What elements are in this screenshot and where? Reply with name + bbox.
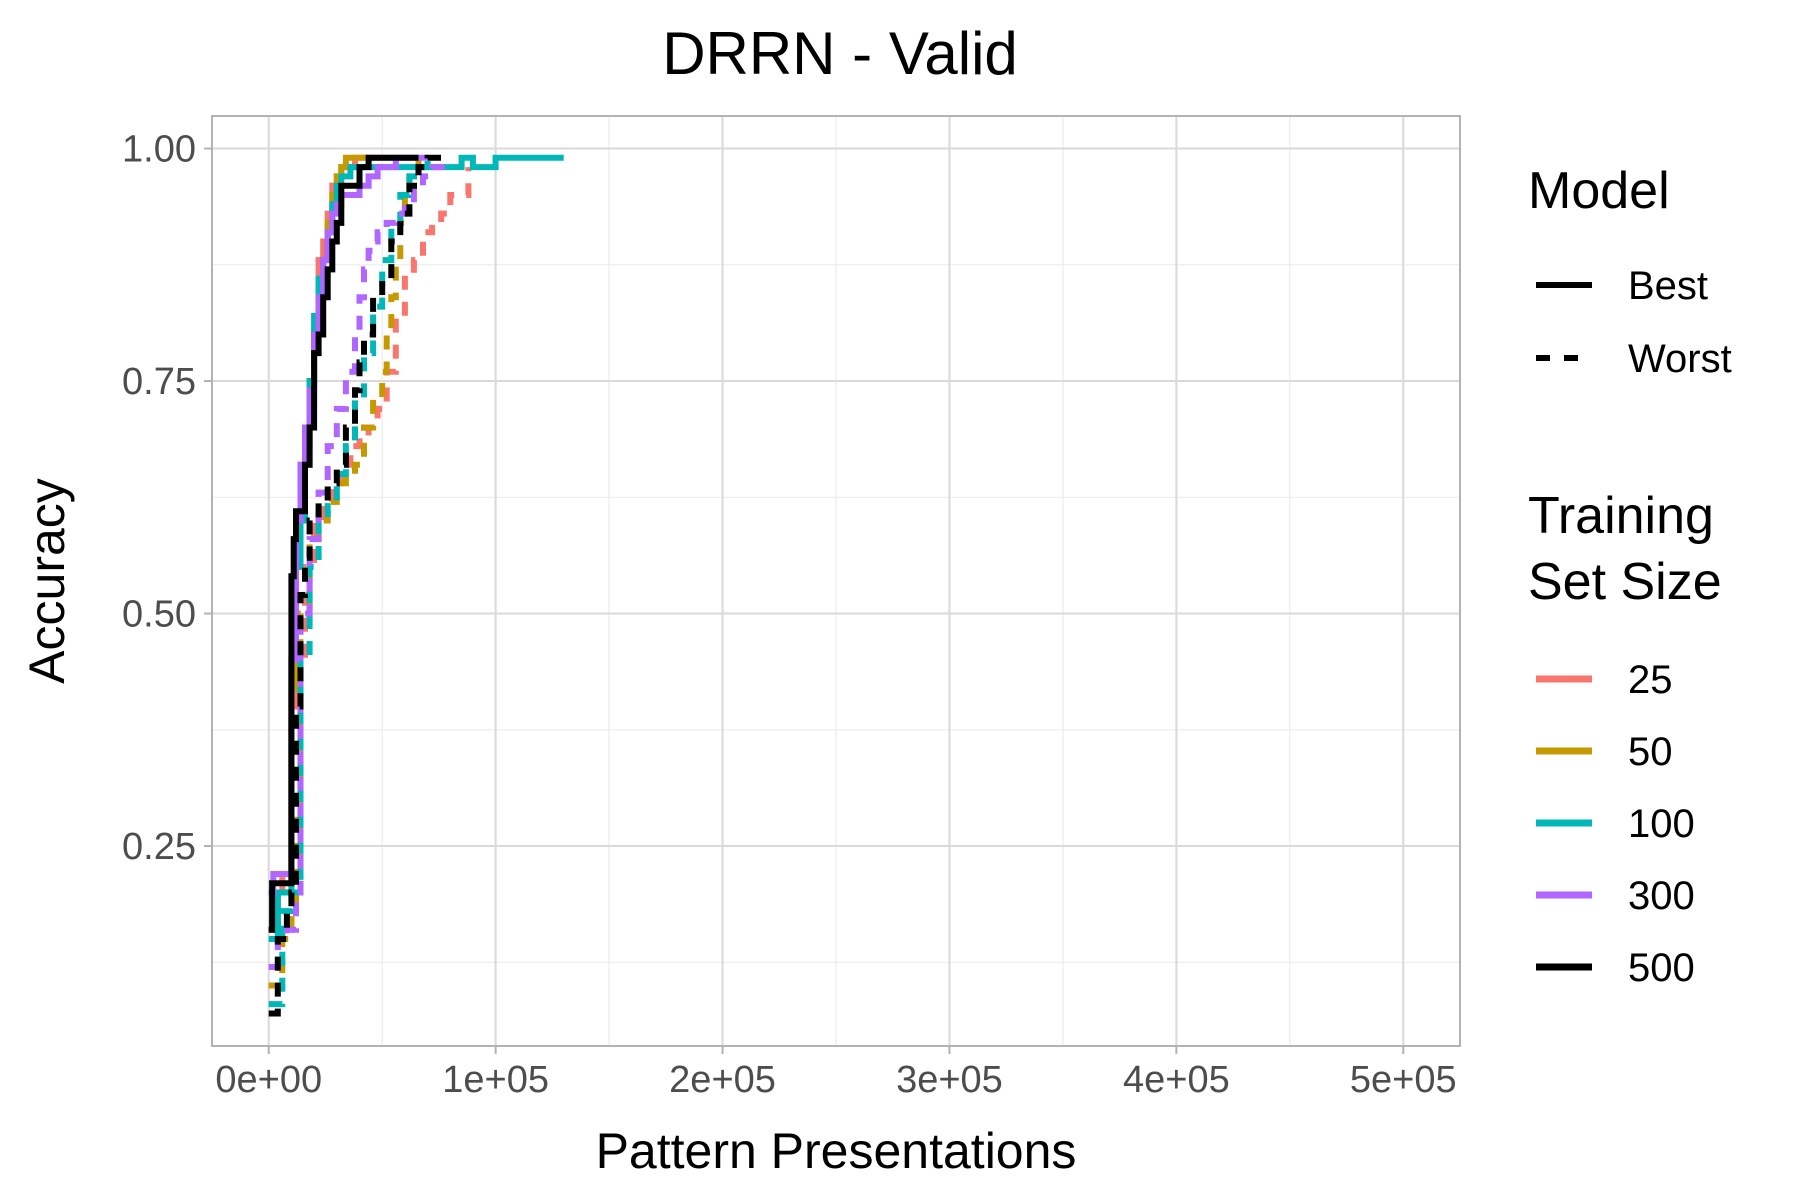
legend-label-50: 50 (1628, 730, 1673, 774)
legend-size-title-line: Training (1528, 487, 1714, 545)
legend-label-500: 500 (1628, 946, 1695, 990)
panel-border (211, 115, 1461, 1047)
legend-size-title-line: Set Size (1528, 553, 1722, 611)
y-tick-label: 0.50 (122, 594, 196, 636)
x-tick-label: 3e+05 (896, 1059, 1003, 1101)
plot-panel (212, 116, 1460, 1046)
x-tick-label: 2e+05 (669, 1059, 776, 1101)
series-layer (268, 154, 564, 1017)
chart-title: DRRN - Valid (662, 20, 1018, 87)
legend-label-300: 300 (1628, 874, 1695, 918)
series-line-500-best (268, 154, 419, 933)
y-tick-label: 1.00 (122, 129, 196, 171)
x-axis-label: Pattern Presentations (596, 1123, 1077, 1179)
legend-label-worst: Worst (1628, 337, 1732, 381)
y-tick-label: 0.75 (122, 361, 196, 403)
x-tick-label: 5e+05 (1350, 1059, 1457, 1101)
series-line-25-worst (268, 167, 472, 989)
y-axis-label: Accuracy (19, 478, 75, 684)
legend-label-100: 100 (1628, 802, 1695, 846)
y-tick-label: 0.25 (122, 826, 196, 868)
legend: Model Best Worst Training Set Size 25 50 100 300… (1528, 162, 1732, 990)
x-tick-label: 0e+00 (215, 1059, 322, 1101)
legend-model-title: Model (1528, 162, 1670, 220)
series-line-300-worst (268, 164, 446, 970)
axis-ticks: 0e+00 1e+05 2e+05 3e+05 4e+05 5e+05 0.25 0.50 0.… (122, 129, 1457, 1101)
legend-label-best: Best (1628, 264, 1708, 308)
series-line-300-best (268, 154, 428, 896)
x-tick-label: 1e+05 (442, 1059, 549, 1101)
x-tick-label: 4e+05 (1123, 1059, 1230, 1101)
legend-label-25: 25 (1628, 658, 1673, 702)
